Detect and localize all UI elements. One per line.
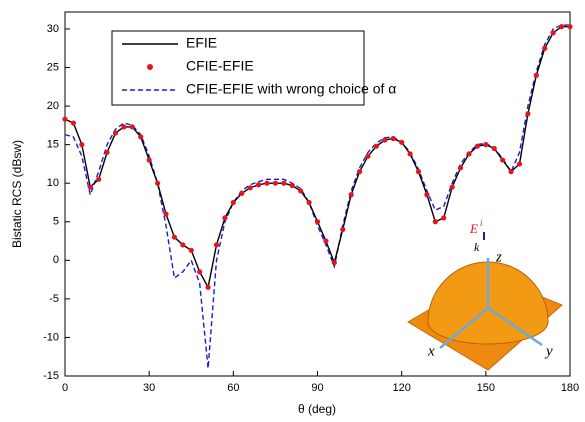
data-point — [121, 124, 127, 130]
data-point — [407, 151, 413, 157]
data-point — [399, 139, 405, 145]
y-tick-label: -10 — [43, 331, 59, 343]
data-point — [558, 24, 565, 30]
x-tick-label: 180 — [561, 382, 579, 394]
legend-marker — [147, 64, 153, 70]
y-tick-label: -15 — [43, 370, 59, 382]
data-point — [441, 215, 447, 221]
y-tick-label: -5 — [49, 293, 59, 305]
data-point — [239, 190, 245, 196]
x-tick-label: 30 — [143, 382, 155, 394]
data-point — [306, 199, 312, 206]
data-point — [197, 269, 203, 275]
y-tick-label: 5 — [53, 216, 59, 228]
data-point — [508, 169, 514, 175]
data-point — [281, 180, 287, 186]
data-point — [356, 169, 363, 175]
legend-label: EFIE — [186, 35, 217, 51]
inset-label: i — [480, 218, 483, 228]
x-tick-label: 150 — [477, 382, 495, 394]
legend-label: CFIE-EFIE — [186, 58, 254, 74]
y-tick-label: 20 — [47, 100, 59, 112]
data-point — [138, 134, 144, 140]
y-axis — [487, 306, 543, 347]
legend-label: CFIE-EFIE with wrong choice of α — [186, 81, 396, 97]
data-point — [205, 284, 211, 290]
data-point — [550, 30, 556, 36]
x-tick-label: 120 — [392, 382, 410, 394]
data-point — [213, 242, 220, 248]
data-point — [340, 226, 346, 233]
inset-label: y — [544, 343, 553, 359]
data-point — [491, 145, 497, 152]
data-point — [382, 137, 388, 143]
y-tick-label: 10 — [47, 177, 59, 189]
x-tick-label: 0 — [62, 382, 68, 394]
data-point — [415, 169, 422, 175]
data-point — [533, 72, 539, 78]
data-point — [525, 111, 531, 117]
data-point — [314, 219, 321, 225]
data-point — [188, 247, 194, 253]
inset-label: z — [495, 249, 502, 265]
data-point — [466, 151, 472, 157]
data-point — [104, 149, 110, 155]
data-point — [96, 176, 102, 182]
data-point — [264, 180, 270, 186]
data-point — [180, 242, 186, 248]
data-point — [424, 192, 430, 198]
data-point — [390, 135, 396, 142]
data-point — [87, 184, 93, 190]
data-point — [129, 124, 135, 130]
data-point — [373, 143, 380, 149]
x-tick-label: 60 — [227, 382, 239, 394]
y-tick-label: 25 — [47, 61, 59, 73]
data-point — [457, 165, 464, 171]
x-axis-label: θ (deg) — [298, 402, 336, 416]
inset-label: x — [427, 343, 435, 359]
data-point — [365, 153, 371, 159]
data-point — [474, 143, 481, 149]
inset-label: E — [469, 221, 478, 236]
data-point — [432, 219, 438, 225]
data-point — [483, 142, 489, 148]
data-point — [70, 120, 77, 126]
data-point — [567, 24, 573, 30]
y-tick-label: 30 — [47, 23, 59, 35]
data-point — [255, 182, 262, 188]
inset-label: k — [474, 240, 480, 254]
data-point — [516, 161, 523, 167]
inset: z x y k E i — [407, 218, 563, 371]
data-point — [272, 180, 279, 186]
data-point — [542, 45, 548, 51]
data-point — [348, 192, 354, 198]
x-axis — [439, 307, 489, 349]
data-point — [146, 157, 152, 163]
y-tick-label: 0 — [53, 254, 59, 266]
data-point — [247, 185, 253, 191]
data-point — [62, 116, 68, 122]
x-tick-label: 90 — [311, 382, 323, 394]
data-point — [331, 260, 337, 266]
y-axis-label: Bistatic RCS (dBsw) — [10, 140, 24, 248]
data-point — [163, 211, 169, 217]
data-point — [171, 234, 178, 240]
data-point — [79, 142, 85, 148]
data-point — [449, 184, 455, 190]
data-point — [500, 157, 506, 163]
data-point — [230, 199, 236, 206]
data-point — [298, 188, 304, 194]
data-point — [323, 238, 329, 244]
data-point — [154, 180, 161, 186]
data-point — [222, 215, 228, 221]
data-point — [289, 182, 295, 189]
data-point — [112, 130, 119, 136]
y-tick-label: 15 — [47, 139, 59, 151]
